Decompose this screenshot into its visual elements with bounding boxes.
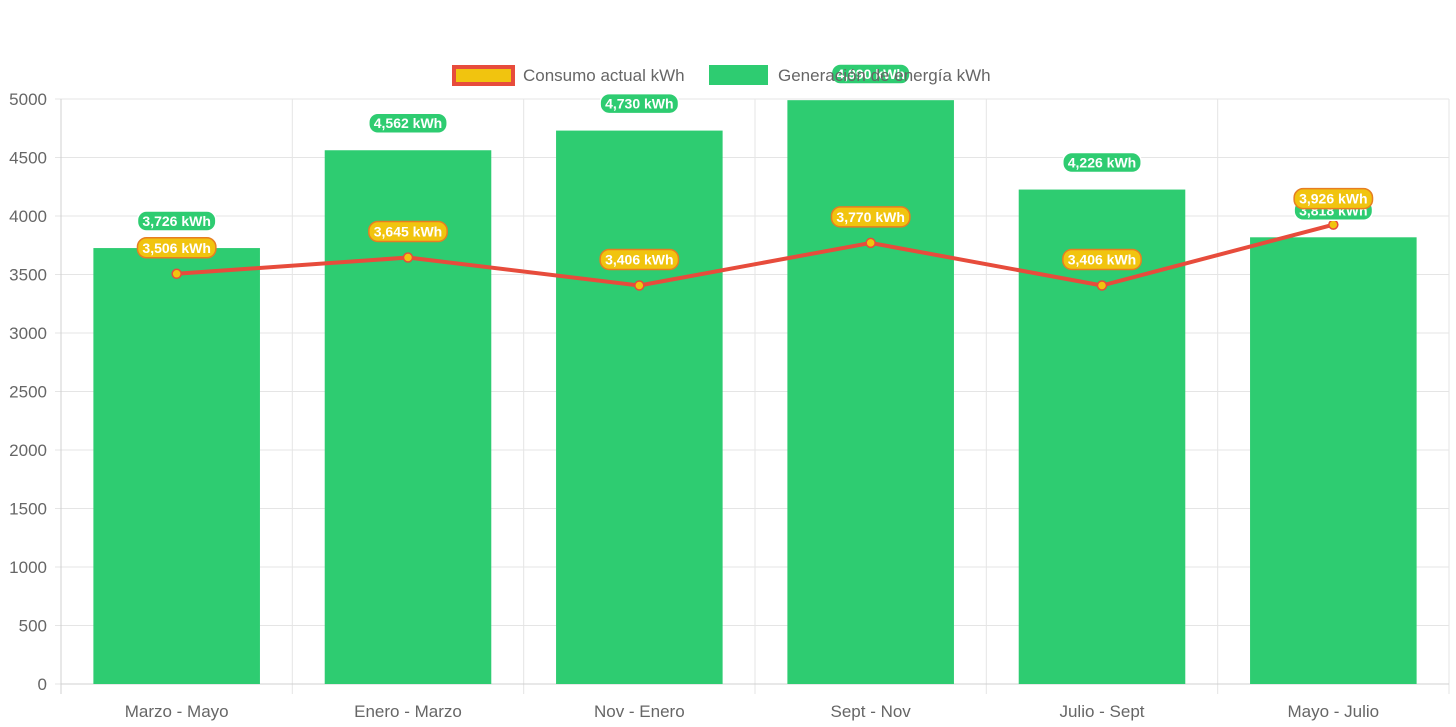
y-tick-label: 3000 (9, 324, 47, 343)
bar-value-label-bg (136, 210, 217, 232)
bar-value-label-bg (1062, 151, 1142, 174)
line-value-label-bg (368, 220, 448, 243)
line-point[interactable] (171, 268, 182, 280)
line-value-label: 3,770 kWh (830, 206, 911, 228)
bar-value-label: 4,562 kWh (368, 112, 448, 134)
legend[interactable]: Consumo actual kWh Generación de energía … (452, 65, 991, 86)
bar-value-label: 3,726 kWh (136, 210, 217, 232)
x-tick-label: Sept - Nov (831, 702, 912, 721)
bar-value-label: 4,730 kWh (599, 92, 680, 115)
bar-value-label-bg (599, 92, 680, 115)
bar[interactable] (787, 100, 954, 685)
consumption-line[interactable] (174, 222, 1336, 288)
y-tick-label: 4000 (9, 207, 47, 226)
line-value-label-text: 3,645 kWh (374, 224, 442, 240)
line-value-label: 3,506 kWh (136, 237, 217, 259)
line-value-label: 3,926 kWh (1293, 187, 1374, 210)
x-tick-label: Julio - Sept (1059, 702, 1144, 721)
y-tick-label: 1500 (9, 500, 47, 519)
line-point[interactable] (1096, 280, 1108, 291)
line-value-label: 3,645 kWh (368, 220, 448, 243)
line-value-label-text: 3,926 kWh (1299, 191, 1367, 207)
line-value-label-bg (830, 206, 911, 228)
y-tick-label: 2500 (9, 383, 47, 402)
x-tick-label: Marzo - Mayo (125, 702, 229, 721)
legend-label-consumo[interactable]: Consumo actual kWh (523, 66, 685, 85)
y-tick-label: 0 (38, 675, 47, 694)
line-point[interactable] (402, 252, 414, 263)
line-value-label-bg (136, 237, 217, 259)
line-value-label-bg (1293, 187, 1374, 210)
bar-value-label-bg (830, 63, 911, 85)
bar[interactable] (93, 248, 260, 685)
data-labels: 3,726 kWh 4,562 kWh 4,730 kWh 4,990 kWh 4,22… (136, 63, 1374, 271)
bar-value-label-text: 4,562 kWh (374, 115, 442, 131)
line-value-label-text: 3,406 kWh (605, 251, 673, 267)
y-tick-label: 2000 (9, 441, 47, 460)
bar-value-label-bg (368, 112, 448, 134)
y-tick-label: 500 (19, 617, 47, 636)
y-tick-label: 5000 (9, 90, 47, 109)
line-value-label: 3,406 kWh (599, 248, 680, 271)
x-tick-label: Mayo - Julio (1288, 702, 1380, 721)
legend-swatch-consumo[interactable] (452, 65, 515, 86)
line-point[interactable] (634, 280, 645, 291)
line-value-label-text: 3,770 kWh (836, 209, 904, 225)
line-value-label-bg (1062, 248, 1142, 271)
bar-value-label: 4,226 kWh (1062, 151, 1142, 174)
line-value-label-text: 3,406 kWh (1068, 251, 1136, 267)
x-tick-label: Enero - Marzo (354, 702, 462, 721)
line-value-label: 3,406 kWh (1062, 248, 1142, 271)
bar-value-label-text: 3,726 kWh (142, 213, 210, 229)
bar[interactable] (556, 130, 723, 685)
line-value-label-text: 3,506 kWh (142, 240, 210, 256)
y-tick-label: 1000 (9, 558, 47, 577)
legend-label-generacion[interactable]: Generación de energía kWh (778, 66, 991, 85)
axes: 0 500 1000 1500 2000 2500 3000 3500 4000 4500 5000… (9, 90, 1449, 721)
y-tick-label: 3500 (9, 266, 47, 285)
bar-value-label-text: 4,990 kWh (836, 66, 904, 82)
bar[interactable] (1250, 237, 1417, 684)
y-tick-label: 4500 (9, 149, 47, 168)
line-value-label-bg (599, 248, 680, 271)
legend-swatch-generacion[interactable] (709, 65, 768, 85)
grid (55, 98, 1450, 694)
line-point[interactable] (865, 237, 876, 249)
bar-value-label: 4,990 kWh (830, 63, 911, 85)
bar-value-label-text: 4,226 kWh (1068, 155, 1136, 171)
bar-value-label-text: 4,730 kWh (605, 96, 673, 112)
line-point[interactable] (1328, 219, 1339, 230)
x-tick-label: Nov - Enero (594, 702, 685, 721)
